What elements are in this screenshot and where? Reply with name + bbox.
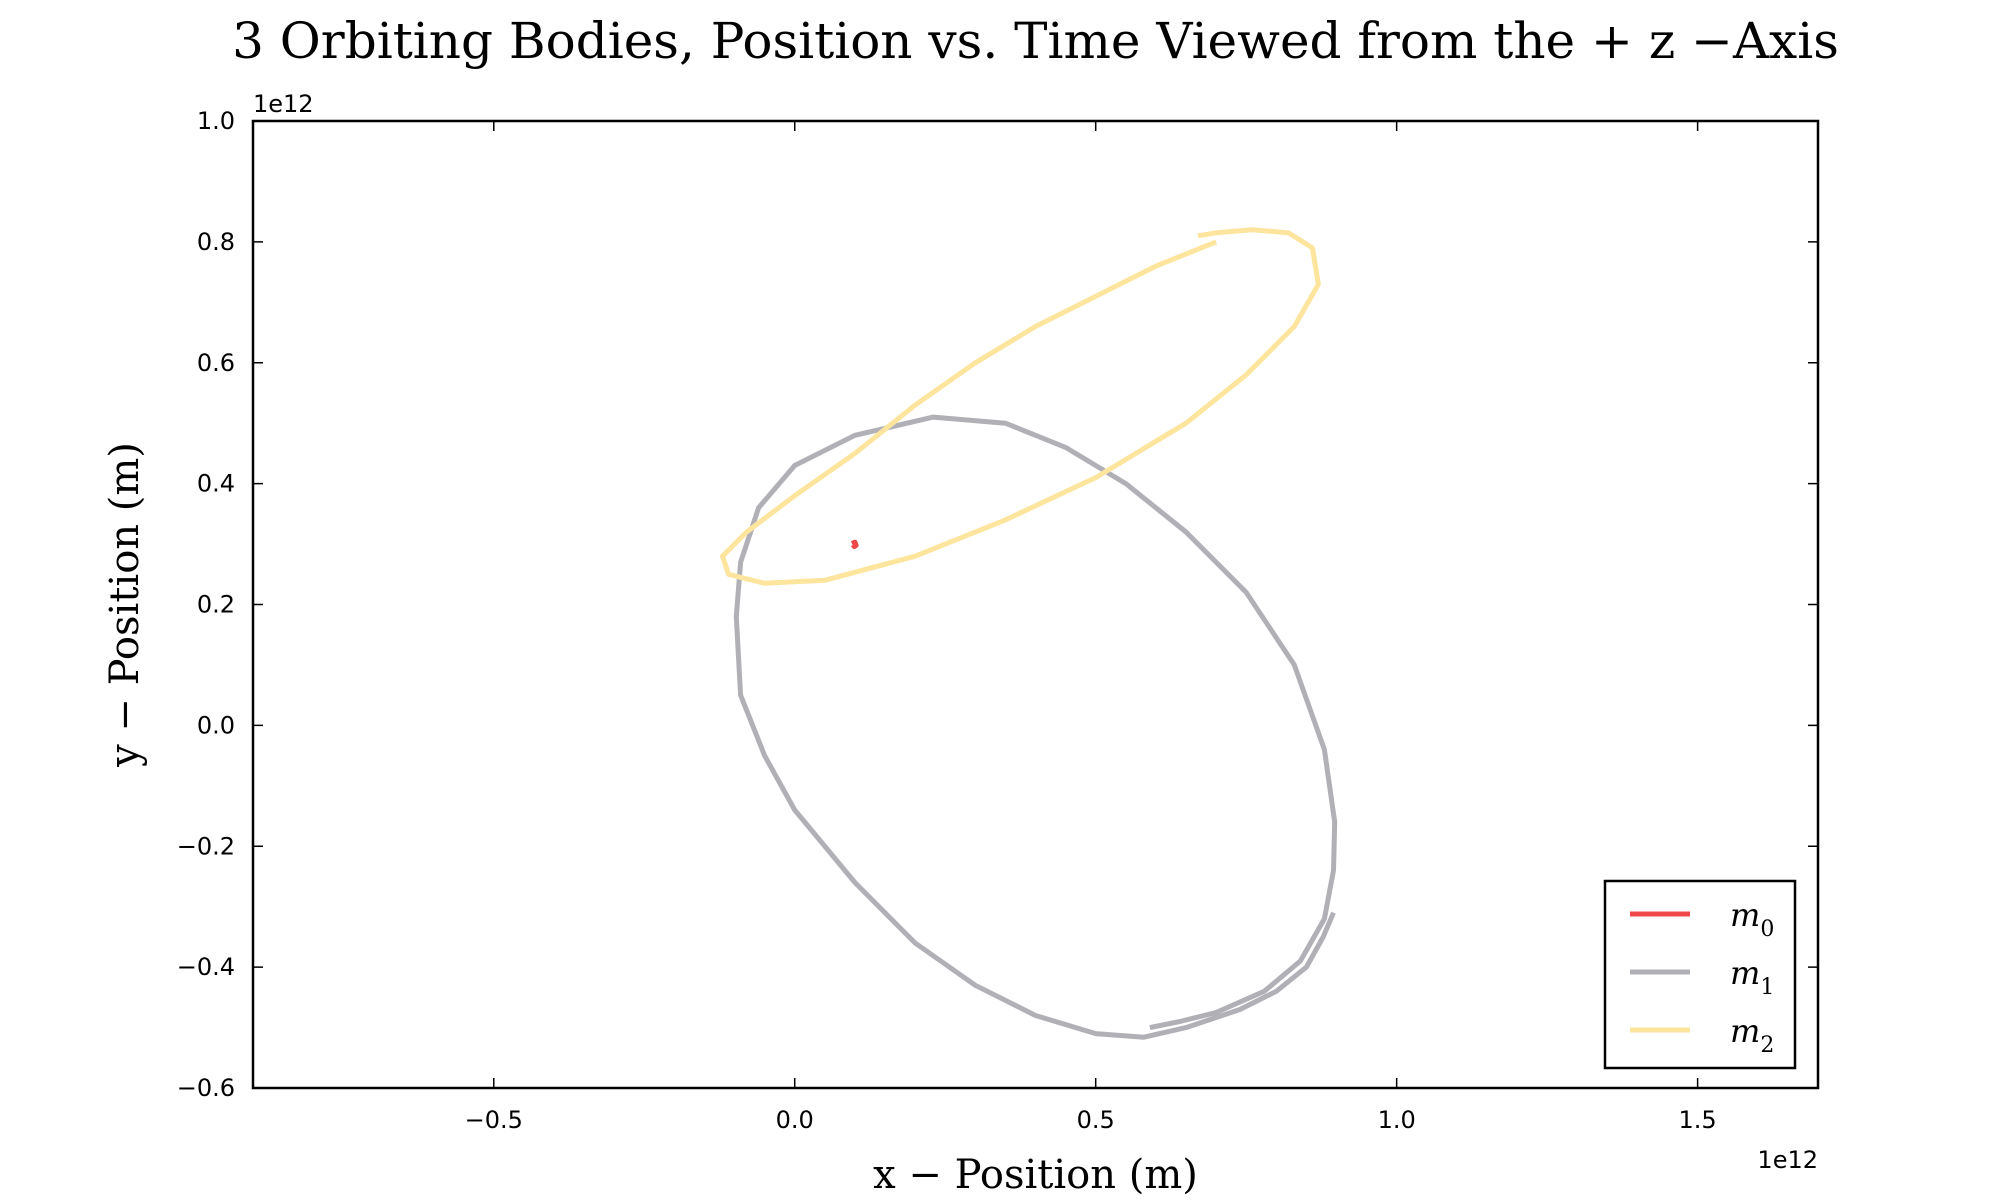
x-tick-label: 0.5 <box>1077 1106 1115 1134</box>
legend: m0 m1 m2 <box>1603 879 1797 1070</box>
tick-layer: −0.5 0.0 0.5 1.0 1.5 −0.6 −0.4 −0.2 0.0 0.2 0.4 0.6… <box>177 107 1818 1134</box>
series-layer <box>720 227 1338 1040</box>
legend-label-m1: m1 <box>1730 954 1774 1000</box>
y-axis-label: y − Position (m) <box>102 442 148 768</box>
series-m2-line <box>720 227 1321 586</box>
y-tick-label: 0.8 <box>197 228 235 256</box>
y-tick-label: −0.6 <box>177 1074 235 1102</box>
series-m1-line <box>733 414 1338 1040</box>
y-tick-label: 1.0 <box>197 107 235 135</box>
legend-label-m0: m0 <box>1730 896 1774 942</box>
x-offset-label: 1e12 <box>1757 1146 1818 1174</box>
y-tick-label: 0.2 <box>197 591 235 619</box>
x-tick-label: 1.5 <box>1679 1106 1717 1134</box>
x-axis-label: x − Position (m) <box>873 1152 1198 1198</box>
x-tick-label: 1.0 <box>1378 1106 1416 1134</box>
legend-label-m2: m2 <box>1730 1012 1774 1058</box>
y-tick-label: 0.4 <box>197 470 235 498</box>
y-tick-label: −0.4 <box>177 953 235 981</box>
x-tick-label: −0.5 <box>465 1106 523 1134</box>
chart-title: 3 Orbiting Bodies, Position vs. Time Vie… <box>232 12 1839 70</box>
series-m0-line <box>850 539 859 549</box>
plot-frame <box>251 119 1820 1090</box>
y-offset-label: 1e12 <box>253 90 314 118</box>
y-tick-label: 0.6 <box>197 349 235 377</box>
y-tick-label: −0.2 <box>177 832 235 860</box>
x-tick-label: 0.0 <box>776 1106 814 1134</box>
y-tick-label: 0.0 <box>197 711 235 739</box>
